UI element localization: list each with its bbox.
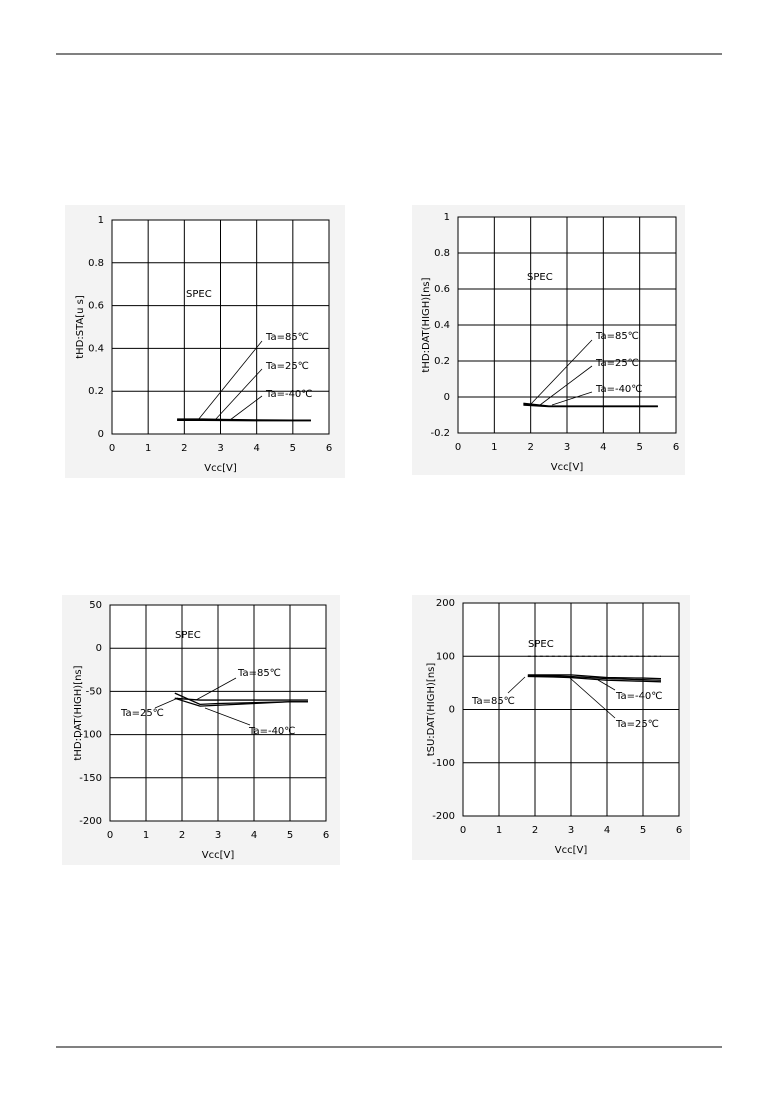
y-axis-label: tHD:DAT(HIGH)[ns] <box>421 277 432 372</box>
y-tick-label: 0.2 <box>434 356 450 367</box>
x-tick-label: 2 <box>181 443 187 454</box>
x-tick-label: 3 <box>215 830 221 841</box>
y-axis-label: tHD:DAT(HIGH)[ns] <box>73 665 84 760</box>
series-label: Ta=85℃ <box>595 331 639 342</box>
x-tick-label: 4 <box>600 442 606 453</box>
series-label: Ta=25℃ <box>265 361 309 372</box>
y-tick-label: 0.6 <box>88 301 104 312</box>
x-tick-label: 6 <box>676 825 682 836</box>
x-tick-label: 5 <box>636 442 642 453</box>
series-label: Ta=-40℃ <box>265 389 313 400</box>
series-label: Ta=25℃ <box>120 708 164 719</box>
x-axis-label: Vcc[V] <box>204 463 237 474</box>
y-tick-label: -0.2 <box>430 428 450 439</box>
x-tick-label: 5 <box>290 443 296 454</box>
y-tick-label: 0.8 <box>88 258 104 269</box>
x-tick-label: 5 <box>287 830 293 841</box>
x-tick-label: 4 <box>251 830 257 841</box>
x-tick-label: 3 <box>568 825 574 836</box>
y-tick-label: 0 <box>444 392 450 403</box>
x-tick-label: 6 <box>673 442 679 453</box>
x-tick-label: 6 <box>323 830 329 841</box>
series-label: Ta=-40℃ <box>248 726 296 737</box>
x-tick-label: 4 <box>604 825 610 836</box>
x-tick-label: 1 <box>143 830 149 841</box>
x-tick-label: 0 <box>455 442 461 453</box>
x-tick-label: 0 <box>109 443 115 454</box>
series-label: Ta=-40℃ <box>595 384 643 395</box>
y-tick-label: -100 <box>432 758 455 769</box>
y-axis-label: tHD:STA[u s] <box>75 295 86 359</box>
x-tick-label: 0 <box>460 825 466 836</box>
x-tick-label: 2 <box>527 442 533 453</box>
x-tick-label: 1 <box>496 825 502 836</box>
x-axis-label: Vcc[V] <box>202 850 235 861</box>
x-tick-label: 4 <box>253 443 259 454</box>
x-tick-label: 3 <box>564 442 570 453</box>
x-tick-label: 1 <box>491 442 497 453</box>
x-tick-label: 5 <box>640 825 646 836</box>
y-tick-label: -200 <box>79 816 102 827</box>
series-label: Ta=85℃ <box>237 668 281 679</box>
x-tick-label: 1 <box>145 443 151 454</box>
spec-label: SPEC <box>528 639 554 650</box>
x-tick-label: 6 <box>326 443 332 454</box>
y-tick-label: 0.6 <box>434 284 450 295</box>
y-tick-label: 0.4 <box>88 343 104 354</box>
y-tick-label: 100 <box>436 651 455 662</box>
series-label: Ta=25℃ <box>595 358 639 369</box>
spec-label: SPEC <box>527 272 553 283</box>
y-tick-label: 0.8 <box>434 248 450 259</box>
y-tick-label: 0.4 <box>434 320 450 331</box>
y-tick-label: -200 <box>432 811 455 822</box>
series-label: Ta=85℃ <box>265 332 309 343</box>
y-tick-label: -150 <box>79 773 102 784</box>
y-axis-label: tSU:DAT(HIGH)[ns] <box>426 663 437 757</box>
x-tick-label: 2 <box>532 825 538 836</box>
y-tick-label: 50 <box>89 600 102 611</box>
x-axis-label: Vcc[V] <box>555 845 588 856</box>
y-tick-label: -50 <box>86 686 102 697</box>
spec-label: SPEC <box>175 630 201 641</box>
y-tick-label: 1 <box>98 215 104 226</box>
series-label: Ta=85℃ <box>471 696 515 707</box>
y-tick-label: 0 <box>96 643 102 654</box>
y-tick-label: 200 <box>436 598 455 609</box>
x-tick-label: 0 <box>107 830 113 841</box>
y-tick-label: 1 <box>444 212 450 223</box>
x-axis-label: Vcc[V] <box>551 462 584 473</box>
y-tick-label: 0.2 <box>88 386 104 397</box>
y-tick-label: 0 <box>98 429 104 440</box>
series-label: Ta=-40℃ <box>615 691 663 702</box>
x-tick-label: 3 <box>217 443 223 454</box>
series-label: Ta=25℃ <box>615 719 659 730</box>
y-tick-label: 0 <box>449 705 455 716</box>
x-tick-label: 2 <box>179 830 185 841</box>
spec-label: SPEC <box>186 289 212 300</box>
